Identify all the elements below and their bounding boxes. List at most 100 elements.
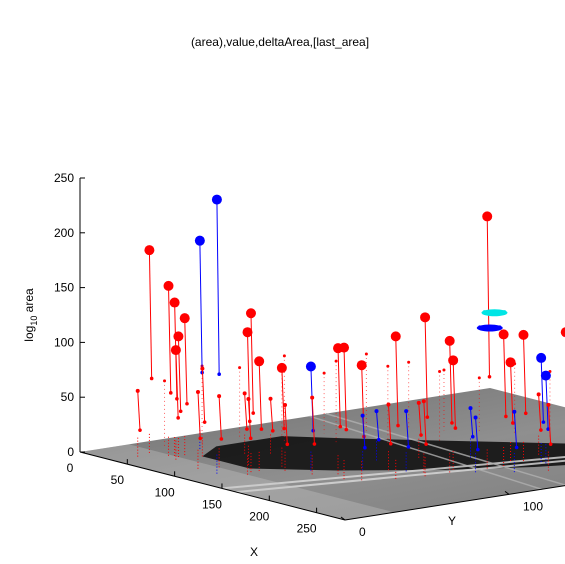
stem-line [387,404,392,444]
stem-marker [512,409,517,414]
stem-line [424,317,428,418]
stem-marker [473,415,478,420]
faint-dot [163,379,167,383]
stem-marker [242,391,247,396]
stem-base-dot [168,391,173,395]
stem-line [247,398,252,439]
ground-stripe [221,455,565,490]
z-tick-label: 0 [67,445,74,459]
z-tick-label: 200 [54,226,74,240]
stem-line [513,411,518,448]
stem-line [168,285,172,393]
stem-line [137,390,141,431]
stem-line [201,368,206,423]
stem-marker [254,356,265,367]
faint-dot [282,354,286,358]
z-tick-label: 50 [61,390,75,404]
faint-dot [386,364,390,368]
stem-base-dot [514,445,519,450]
stem-base-dot [487,374,492,379]
stem-marker [505,357,516,368]
z-axis-label: log10 area [22,288,39,342]
z-tick-label: 150 [54,281,74,295]
stem-marker [200,366,205,371]
stem-marker [546,402,551,407]
stem-base-dot [425,415,430,419]
stem-base-dot [363,445,367,450]
stem-marker [211,194,222,205]
stem-line [469,408,474,437]
stem-base-dot [338,424,343,429]
stem-marker [482,211,493,222]
z-tick-label: 250 [54,171,74,185]
stem-marker [421,399,426,404]
stem-base-dot [539,428,543,432]
stem-line [284,404,288,445]
stem-base-dot [149,376,154,381]
stem-line [281,367,285,429]
stem-base-dot [217,372,221,377]
stem-marker [135,388,140,393]
stem-marker [170,345,181,356]
stem-line [362,415,366,448]
cluster-markers [476,309,565,338]
stem-base-dot [406,445,411,449]
stem-marker [242,327,253,338]
faint-dot [442,368,446,372]
stem-marker [310,395,315,400]
stem-base-dot [546,427,550,431]
stem-line [311,397,315,445]
stem-line [270,398,274,431]
ground-stripe [309,415,543,490]
stem-line [216,199,220,375]
stem-line [250,313,254,414]
stem-marker [360,413,365,418]
stem-base-dot [138,428,142,432]
x-tick-label: 150 [202,497,222,511]
stem-line [197,391,201,439]
stem-marker [339,342,350,353]
stem-marker [144,245,155,256]
stem-marker [173,331,184,342]
stem-marker [283,403,288,408]
stem-line [343,347,347,430]
stem-base-dot [523,411,528,416]
stem-line [184,318,188,404]
cluster-dot [482,310,487,314]
stem-line [510,362,514,423]
stem-marker [498,329,509,340]
stem-marker [163,280,174,291]
stem-marker [246,397,251,402]
cluster-dot [498,325,502,329]
x-tick-label: 100 [155,485,175,499]
y-axis-line [344,485,565,521]
data-stems [135,194,565,481]
stem-base-dot [548,442,553,446]
x-axis-label: X [250,545,258,559]
stem-marker [268,396,273,401]
stem-marker [420,312,431,323]
stem-line [244,393,248,430]
stem-marker [217,394,222,399]
stem-line [423,401,427,445]
faint-dot [477,376,481,380]
stem-line [199,240,203,373]
stem-base-dot [376,437,381,442]
ground-image [80,388,565,520]
stem-marker [536,392,541,397]
cluster-dot [483,325,487,329]
stem-base-dot [541,420,546,424]
stem-base-dot [175,396,179,401]
stem-marker [245,308,256,319]
axes [79,177,565,521]
stem-line [452,360,456,429]
z-label-subscript: 10 [29,316,39,326]
stem-marker [356,360,367,371]
stem-base-dot [424,442,428,446]
stem-line [545,375,549,430]
faint-dot [322,371,326,375]
cluster-dot [492,310,497,314]
z-label-base: log [22,326,36,342]
stem-marker [195,390,200,395]
